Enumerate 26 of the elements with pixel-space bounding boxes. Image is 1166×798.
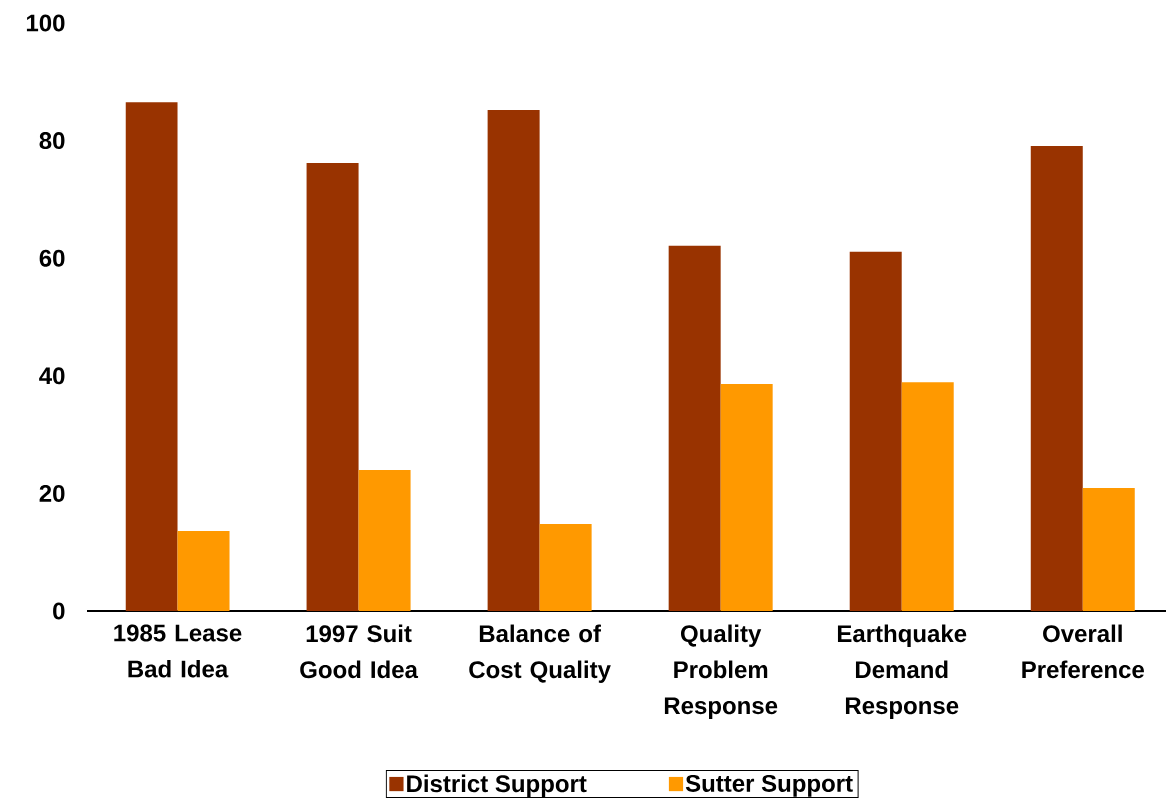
- bar: [358, 469, 411, 611]
- x-tick-label: Overall Preference: [1022, 624, 1144, 679]
- legend-label: District Support: [407, 774, 587, 797]
- bar: [306, 162, 359, 611]
- x-tick-label: Earthquake Demand Response: [837, 624, 967, 719]
- y-tick-label: 80: [39, 132, 65, 150]
- bar: [125, 102, 178, 611]
- x-tick-label: Balance of Cost Quality: [469, 624, 611, 683]
- bar: [849, 251, 902, 611]
- bar: [539, 523, 592, 611]
- y-tick-label: 20: [39, 484, 65, 502]
- bar: [1082, 488, 1135, 611]
- x-tick-label: 1985 Lease Bad Idea: [114, 624, 242, 678]
- bar: [901, 382, 954, 611]
- legend-label: Sutter Support: [685, 774, 853, 797]
- bar: [1030, 145, 1083, 611]
- x-tick-label: Quality Problem Response: [664, 624, 778, 719]
- bar: [668, 245, 721, 611]
- y-tick-label: 60: [39, 249, 65, 267]
- x-tick-label: 1997 Suit Good Idea: [300, 624, 419, 679]
- bar: [487, 110, 540, 611]
- y-tick-label: 0: [53, 602, 65, 620]
- y-tick-label: 100: [26, 14, 65, 32]
- bar: [177, 531, 230, 611]
- bar: [720, 384, 773, 611]
- y-tick-label: 40: [39, 367, 65, 385]
